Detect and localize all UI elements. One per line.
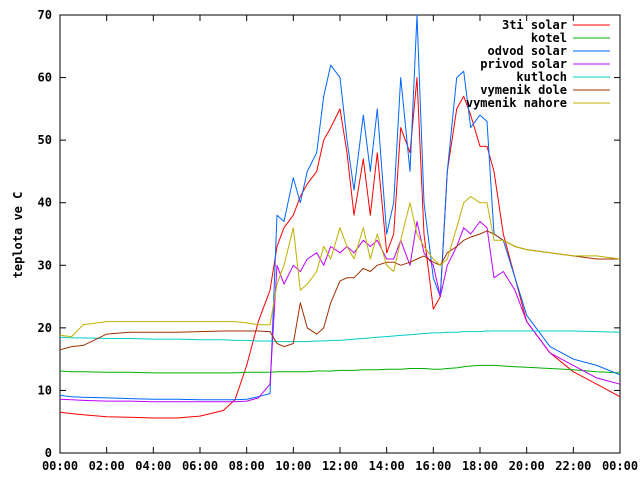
x-tick-label: 00:00	[42, 459, 78, 473]
y-axis-label: teplota ve C	[11, 192, 25, 279]
legend-label-2: odvod solar	[488, 44, 567, 58]
series-line-1	[59, 364, 621, 374]
y-tick-label: 0	[45, 446, 52, 460]
y-tick-label: 20	[38, 321, 52, 335]
series-line-0	[59, 77, 621, 419]
x-tick-label: 00:00	[602, 459, 638, 473]
y-tick-label: 70	[38, 8, 52, 22]
series-line-3	[59, 221, 621, 403]
y-tick-label: 60	[38, 71, 52, 85]
x-tick-label: 14:00	[369, 459, 405, 473]
y-tick-label: 30	[38, 258, 52, 272]
x-tick-label: 08:00	[229, 459, 265, 473]
x-tick-label: 06:00	[182, 459, 218, 473]
x-tick-label: 12:00	[322, 459, 358, 473]
y-tick-label: 40	[38, 196, 52, 210]
series-group	[59, 14, 621, 419]
legend-label-1: kotel	[531, 31, 567, 45]
series-line-6	[59, 196, 621, 338]
legend-label-5: vymenik dole	[480, 83, 567, 97]
x-tick-label: 20:00	[509, 459, 545, 473]
y-tick-label: 10	[38, 383, 52, 397]
legend-label-3: privod solar	[480, 57, 567, 71]
series-line-2	[59, 14, 621, 401]
x-tick-label: 02:00	[89, 459, 125, 473]
y-tick-label: 50	[38, 133, 52, 147]
series-line-5	[59, 230, 620, 351]
x-tick-label: 18:00	[462, 459, 498, 473]
series-line-4	[59, 330, 621, 343]
x-tick-label: 04:00	[135, 459, 171, 473]
legend-label-4: kutloch	[516, 70, 567, 84]
x-tick-label: 22:00	[555, 459, 591, 473]
legend-label-6: vymenik nahore	[466, 96, 567, 110]
legend-label-0: 3ti solar	[502, 18, 567, 32]
x-tick-label: 10:00	[275, 459, 311, 473]
axis-ticks: 0 10 20 30 40 50 60 70 00:00 02:00 04:00 06:00 08:00…	[38, 8, 639, 473]
x-tick-label: 16:00	[415, 459, 451, 473]
